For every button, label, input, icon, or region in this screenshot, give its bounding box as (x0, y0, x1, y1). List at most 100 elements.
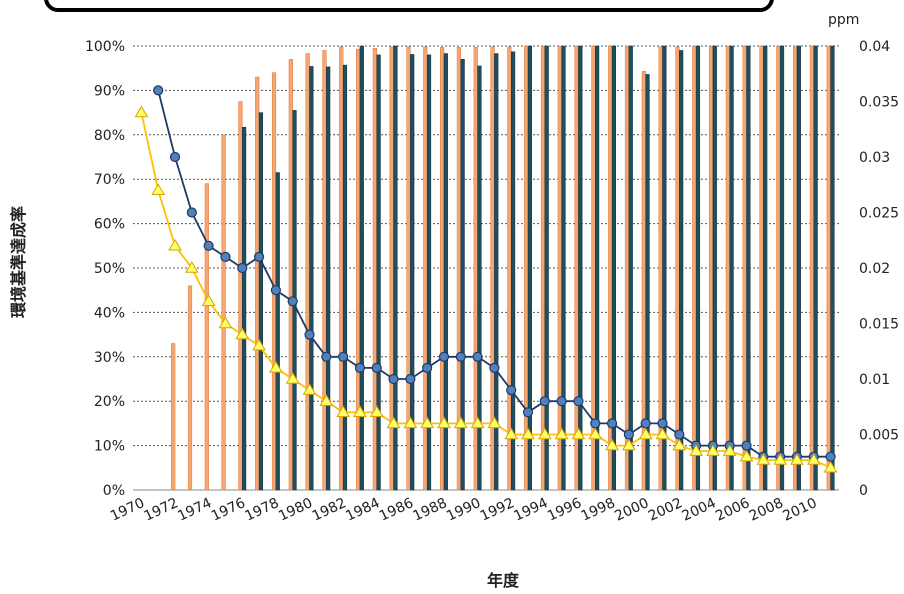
line-point (321, 351, 332, 362)
line-point (554, 427, 569, 440)
line-point (371, 362, 382, 373)
line-point (455, 351, 466, 362)
line-point (134, 105, 149, 118)
line-point (741, 440, 752, 451)
right-axis-tick-label: 0.015 (859, 317, 899, 333)
bar (271, 72, 277, 491)
bar (729, 45, 734, 491)
line-point (270, 285, 281, 296)
line-point (203, 240, 214, 251)
line-point (739, 449, 754, 462)
bar (524, 45, 529, 491)
line-point (218, 316, 233, 329)
line-point (640, 418, 651, 429)
line-point (269, 360, 283, 373)
line-point (556, 396, 567, 407)
line-point (472, 351, 483, 362)
left-axis-tick-label: 30% (94, 350, 125, 366)
bar (645, 74, 650, 491)
line-point (756, 453, 771, 465)
bar (322, 50, 327, 491)
bar (796, 45, 801, 491)
bar (221, 134, 226, 491)
bar (776, 45, 781, 491)
line-layer (134, 85, 838, 473)
bar (809, 45, 815, 491)
line-point (405, 373, 416, 385)
left-axis-tick-label: 80% (94, 128, 125, 144)
bar-layer (171, 45, 835, 491)
line-point (622, 438, 636, 451)
bar (393, 45, 398, 491)
bar (342, 64, 348, 491)
line-point (168, 238, 182, 251)
bar (309, 66, 314, 491)
bar (376, 54, 381, 491)
right-axis-unit-label: ppm (828, 12, 859, 28)
bar (275, 172, 280, 491)
bar (695, 45, 701, 491)
bar (460, 59, 465, 491)
line-point (287, 296, 298, 307)
line-point (420, 416, 435, 429)
bar (426, 54, 432, 491)
bar (255, 76, 260, 491)
line-point (655, 427, 670, 440)
line-point (453, 416, 468, 429)
line-point (336, 405, 350, 417)
bar (826, 45, 831, 491)
line-point (186, 207, 197, 218)
line-point (605, 438, 619, 451)
line-point (422, 362, 433, 373)
bar (759, 45, 764, 491)
line-point (638, 427, 653, 440)
bar (540, 45, 546, 491)
bar (574, 45, 579, 491)
bar (578, 45, 583, 491)
line-point (253, 251, 265, 262)
line-point (285, 372, 300, 384)
line-point (823, 460, 838, 473)
line-point (438, 351, 450, 362)
bar (187, 285, 193, 491)
right-axis-tick-label: 0.035 (859, 95, 899, 111)
bar (595, 45, 600, 491)
bar (813, 45, 818, 491)
bar (477, 65, 482, 491)
bar (510, 51, 516, 491)
line-point (504, 427, 519, 440)
bar (763, 45, 768, 491)
line-point (153, 85, 164, 96)
line-point (674, 429, 685, 440)
right-axis-tick-label: 0 (859, 483, 868, 499)
line-point (470, 416, 485, 429)
left-axis-tick-label: 20% (94, 394, 125, 410)
left-axis-tick-label: 60% (94, 217, 125, 233)
line-point (437, 416, 451, 429)
line-point (151, 183, 166, 195)
line-point (237, 262, 248, 274)
bar (708, 45, 714, 491)
bar (171, 343, 176, 491)
line-point (506, 385, 517, 396)
line-point (606, 418, 618, 429)
bar (288, 59, 293, 491)
bar (359, 45, 364, 491)
bar (628, 45, 633, 491)
bar (662, 45, 667, 491)
line-point (522, 407, 534, 418)
bar (544, 45, 549, 491)
line-point (487, 416, 502, 429)
line-point (825, 451, 836, 462)
bar (443, 53, 448, 491)
bar (557, 45, 562, 491)
bar (561, 45, 566, 491)
line-point (353, 405, 367, 417)
bar (779, 45, 785, 491)
left-axis-tick-label: 90% (94, 83, 125, 99)
y-axis-title: 環境基準達成率 (9, 206, 28, 318)
bar (742, 45, 747, 491)
bar (507, 46, 512, 491)
line-point (806, 453, 821, 465)
